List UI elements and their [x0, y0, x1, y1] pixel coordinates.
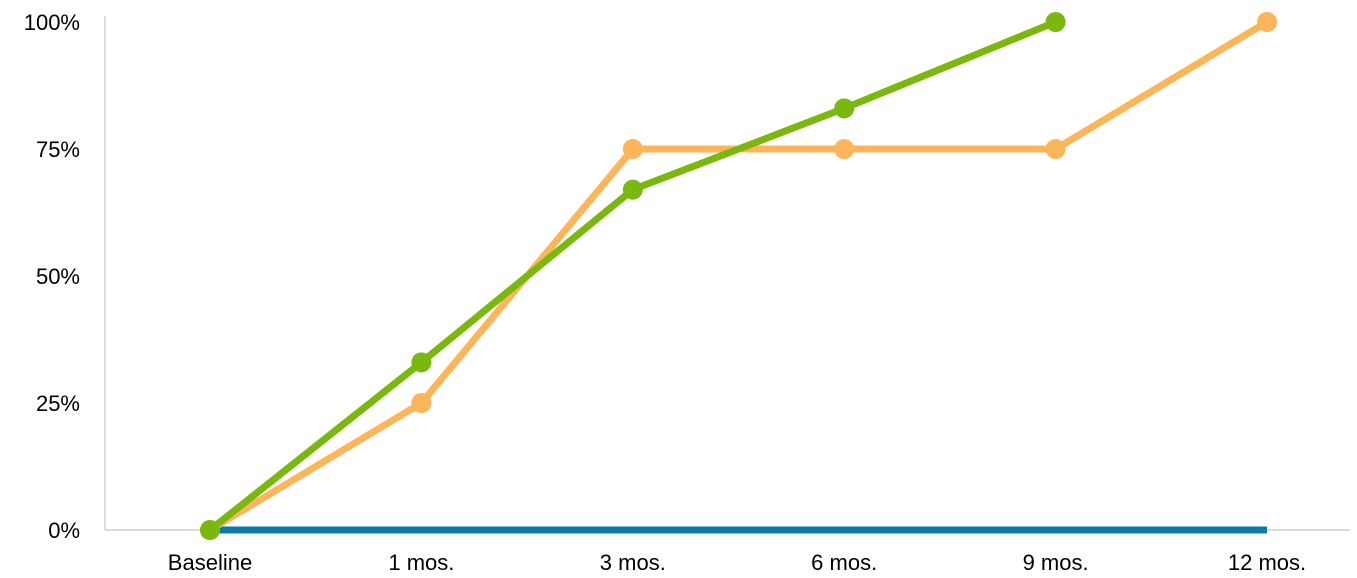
data-point — [622, 139, 643, 159]
y-tick-labels: 0% 25% 50% 75% 100% — [24, 10, 80, 543]
x-tick-label: 6 mos. — [811, 550, 877, 575]
x-tick-label: Baseline — [168, 550, 252, 575]
data-point — [411, 393, 432, 413]
data-point — [622, 179, 643, 200]
series-line — [208, 18, 1269, 534]
x-tick-label: 9 mos. — [1023, 550, 1089, 575]
data-point — [834, 98, 855, 119]
chart-series — [200, 12, 1277, 540]
x-tick-labels: Baseline 1 mos. 3 mos. 6 mos. 9 mos. 12 mos. — [168, 550, 1306, 575]
x-tick-label: 12 mos. — [1228, 550, 1306, 575]
y-tick-label: 0% — [48, 518, 80, 543]
x-tick-label: 1 mos. — [388, 550, 454, 575]
x-tick-label: 3 mos. — [600, 550, 666, 575]
data-point — [834, 139, 855, 159]
y-tick-label: 75% — [36, 137, 80, 162]
data-point — [1257, 12, 1277, 32]
chart-axes — [104, 16, 1350, 531]
data-point — [1045, 139, 1066, 159]
series-2 — [200, 12, 1277, 540]
data-point — [1045, 12, 1066, 32]
series-3 — [200, 12, 1066, 540]
data-point — [200, 520, 220, 540]
y-tick-label: 25% — [36, 391, 80, 416]
data-point — [411, 352, 432, 373]
y-tick-label: 100% — [24, 10, 80, 35]
y-tick-label: 50% — [36, 264, 80, 289]
